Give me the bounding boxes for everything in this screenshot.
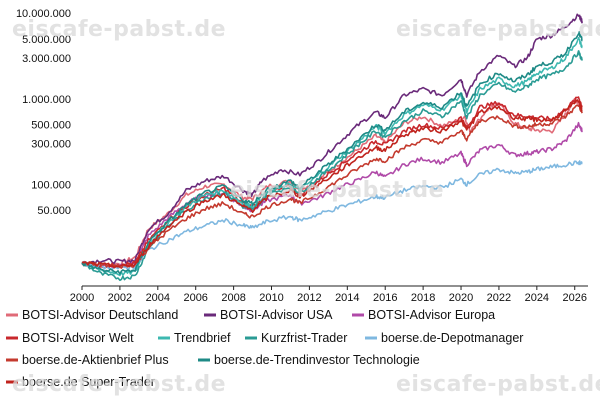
legend-label: Trendbrief xyxy=(174,331,231,345)
watermark-text: eiscafe-pabst.de xyxy=(230,178,444,203)
x-tick-label: 2014 xyxy=(335,292,359,304)
series-line-7 xyxy=(81,104,583,269)
x-tick-label: 2024 xyxy=(525,292,549,304)
legend-label: boerse.de-Aktienbrief Plus xyxy=(22,353,169,367)
watermarks: eiscafe-pabst.de eiscafe-pabst.de eiscafe-… xyxy=(12,17,600,397)
x-tick-label: 2022 xyxy=(487,292,511,304)
y-tick-label: 100.000 xyxy=(31,179,71,191)
x-tick-label: 2018 xyxy=(411,292,435,304)
y-tick-label: 5.000.000 xyxy=(22,34,71,46)
legend-label: BOTSI-Advisor Deutschland xyxy=(22,308,178,322)
legend-label: boerse.de-Depotmanager xyxy=(381,331,523,345)
y-tick-label: 300.000 xyxy=(31,139,71,151)
series-line-8 xyxy=(81,31,583,275)
x-tick-label: 2008 xyxy=(221,292,245,304)
y-tick-label: 10.000.000 xyxy=(16,8,71,20)
series-line-6 xyxy=(81,160,583,270)
watermark-text: eiscafe-pabst.de xyxy=(12,372,226,397)
x-tick-label: 2016 xyxy=(373,292,397,304)
series-line-1 xyxy=(81,13,584,265)
legend-label: BOTSI-Advisor Welt xyxy=(22,331,134,345)
y-tick-label: 1.000.000 xyxy=(22,94,71,106)
legend-label: boerse.de Super-Trader xyxy=(22,375,155,389)
y-tick-label: 500.000 xyxy=(31,120,71,132)
x-tick-label: 2004 xyxy=(146,292,170,304)
watermark-text: eiscafe-pabst.de xyxy=(396,372,600,397)
legend-label: Kurzfrist-Trader xyxy=(261,331,347,345)
x-tick-label: 2020 xyxy=(449,292,473,304)
x-tick-label: 2010 xyxy=(259,292,283,304)
legend: BOTSI-Advisor Deutschland BOTSI-Advisor U… xyxy=(6,308,523,389)
plot-area xyxy=(81,13,584,282)
axes: 50.000 100.000 300.000 500.000 1.000.000 3.00… xyxy=(16,8,588,304)
x-tick-label: 2006 xyxy=(183,292,207,304)
legend-label: BOTSI-Advisor USA xyxy=(220,308,333,322)
watermark-text: eiscafe-pabst.de xyxy=(12,17,226,42)
x-tick-label: 2000 xyxy=(70,292,94,304)
x-tick-label: 2002 xyxy=(108,292,132,304)
x-tick-label: 2026 xyxy=(562,292,586,304)
x-tick-label: 2012 xyxy=(297,292,321,304)
series-line-9 xyxy=(81,99,583,269)
legend-label: BOTSI-Advisor Europa xyxy=(368,308,495,322)
watermark-text: eiscafe-pabst.de xyxy=(396,17,600,42)
legend-label: boerse.de-Trendinvestor Technologie xyxy=(214,353,420,367)
series-line-2 xyxy=(81,121,583,269)
y-tick-label: 50.000 xyxy=(37,205,71,217)
series-line-4 xyxy=(81,36,583,277)
y-tick-label: 3.000.000 xyxy=(22,53,71,65)
